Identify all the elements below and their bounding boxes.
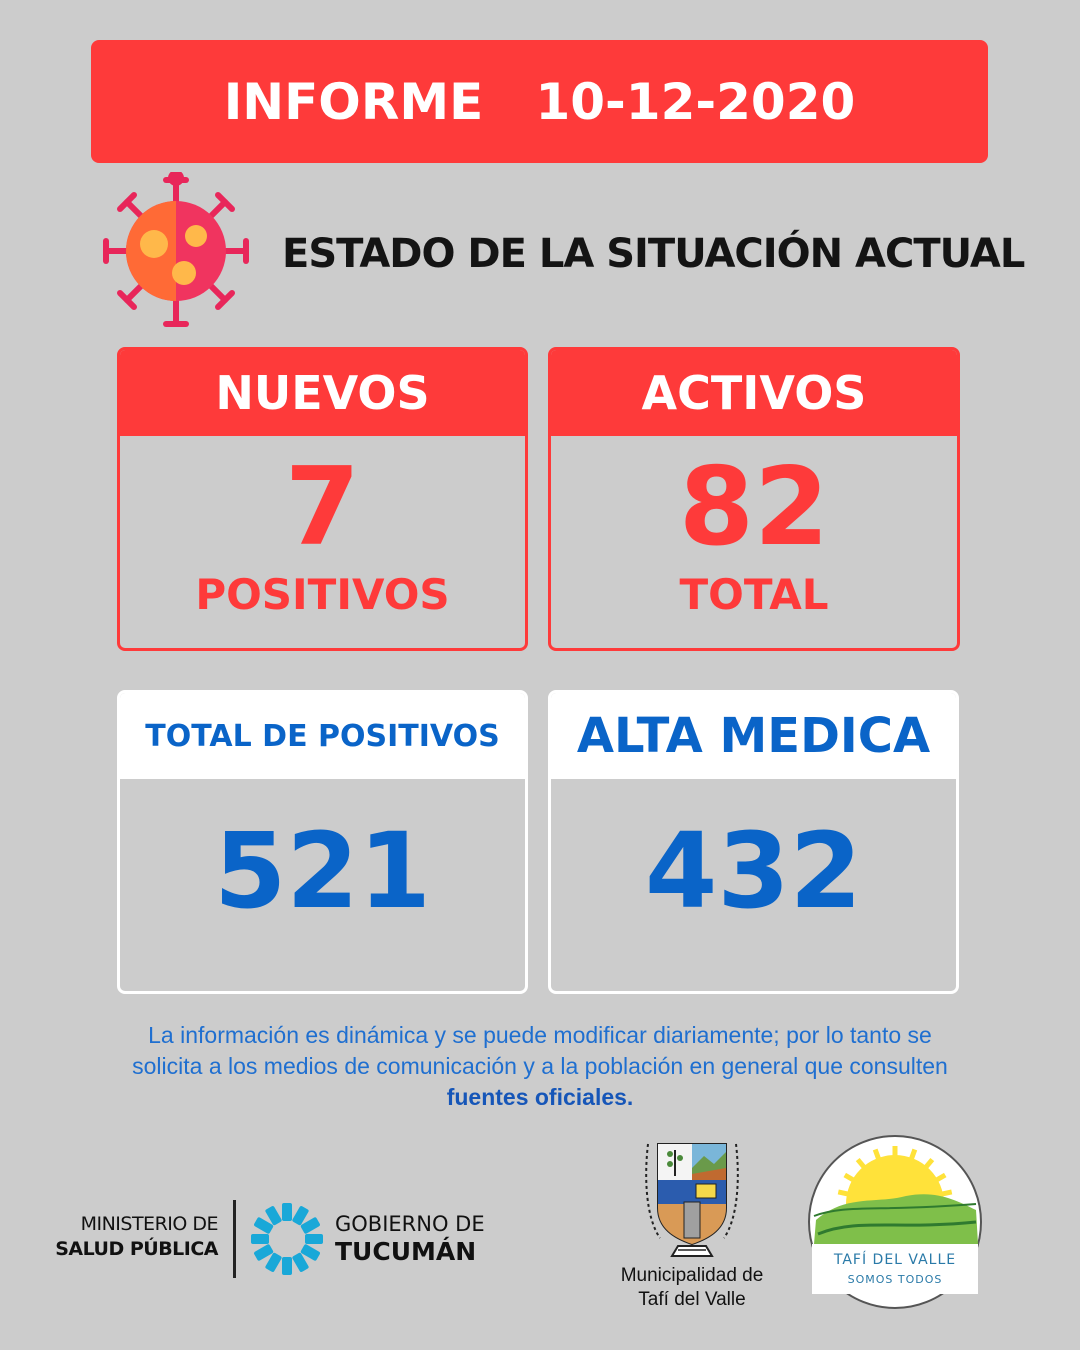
ministerio-line-2: SALUD PÚBLICA xyxy=(55,1238,218,1260)
card-alta-medica: ALTA MEDICA 432 xyxy=(548,690,959,994)
card-total-positivos-title: TOTAL DE POSITIVOS xyxy=(120,693,525,779)
card-nuevos-title: NUEVOS xyxy=(120,350,525,436)
gobierno-line-1: GOBIERNO DE xyxy=(335,1212,485,1236)
tafi-logo-line-2: SOMOS TODOS xyxy=(848,1273,943,1286)
gobierno-line-2: TUCUMÁN xyxy=(335,1237,477,1266)
disclaimer-line-3: fuentes oficiales. xyxy=(446,1084,634,1110)
card-total-positivos-value: 521 xyxy=(213,810,432,932)
page-subtitle: ESTADO DE LA SITUACIÓN ACTUAL xyxy=(282,231,1025,277)
ministerio-logo-text: MINISTERIO DE SALUD PÚBLICA xyxy=(40,1212,218,1262)
disclaimer-line-1: La información es dinámica y se puede mo… xyxy=(148,1022,932,1048)
card-activos: ACTIVOS 82 TOTAL xyxy=(548,347,960,651)
gobierno-tucuman-logo xyxy=(251,1203,323,1275)
tafi-logo-line-1: TAFÍ DEL VALLE xyxy=(833,1251,956,1268)
municipalidad-text: Municipalidad de Tafí del Valle xyxy=(590,1264,794,1312)
card-nuevos-value: 7 xyxy=(284,445,361,570)
ministerio-line-1: MINISTERIO DE xyxy=(80,1213,219,1235)
card-alta-medica-title: ALTA MEDICA xyxy=(551,693,956,779)
municipalidad-line-2: Tafí del Valle xyxy=(638,1289,746,1310)
card-total-positivos: TOTAL DE POSITIVOS 521 xyxy=(117,690,528,994)
report-banner: INFORME 10-12-2020 xyxy=(91,40,988,163)
municipal-coat-of-arms xyxy=(645,1143,739,1257)
banner-label: INFORME xyxy=(223,72,484,131)
gobierno-logo-text: GOBIERNO DE TUCUMÁN xyxy=(335,1210,485,1266)
municipalidad-line-1: Municipalidad de xyxy=(620,1265,764,1286)
footer-divider xyxy=(233,1200,236,1278)
tafi-del-valle-logo: TAFÍ DEL VALLE SOMOS TODOS xyxy=(808,1135,982,1309)
virus-icon xyxy=(103,172,249,327)
disclaimer-text: La información es dinámica y se puede mo… xyxy=(90,1020,990,1113)
card-activos-unit: TOTAL xyxy=(679,570,829,619)
card-alta-medica-value: 432 xyxy=(644,810,863,932)
disclaimer-line-2: solicita a los medios de comunicación y … xyxy=(132,1053,948,1079)
card-nuevos: NUEVOS 7 POSITIVOS xyxy=(117,347,528,651)
card-activos-value: 82 xyxy=(678,445,830,570)
banner-date: 10-12-2020 xyxy=(535,72,856,131)
card-nuevos-unit: POSITIVOS xyxy=(195,570,450,619)
card-activos-title: ACTIVOS xyxy=(551,350,957,436)
